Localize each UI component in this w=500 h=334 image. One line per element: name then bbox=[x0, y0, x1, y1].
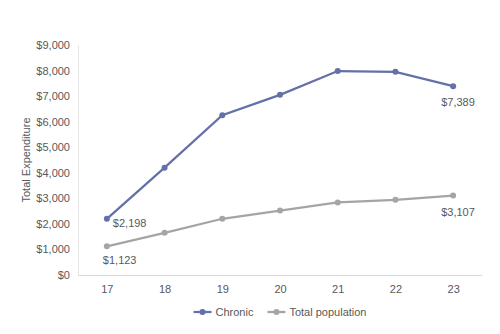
y-tick-label: $5,000 bbox=[36, 141, 70, 153]
series-line bbox=[107, 196, 453, 247]
series-point bbox=[162, 165, 168, 171]
y-tick-label: $6,000 bbox=[36, 116, 70, 128]
plot-area bbox=[104, 68, 456, 249]
y-tick-label: $4,000 bbox=[36, 167, 70, 179]
data-label: $2,198 bbox=[113, 217, 147, 229]
y-tick-label: $9,000 bbox=[36, 39, 70, 51]
series-point bbox=[392, 69, 398, 75]
data-labels: $2,198 $7,389 $1,123 $3,107 bbox=[103, 96, 475, 266]
x-tick: 19 bbox=[217, 275, 229, 295]
chart: $0 $1,000 $2,000 $3,000 $4,000 $5,000 $6,000 $7… bbox=[0, 0, 500, 334]
y-tick: $9,000 bbox=[36, 39, 78, 51]
x-tick: 18 bbox=[159, 275, 171, 295]
series-point bbox=[104, 216, 110, 222]
series-point bbox=[219, 112, 225, 118]
series-point bbox=[162, 230, 168, 236]
series-point bbox=[104, 243, 110, 249]
x-tick-label: 22 bbox=[390, 283, 402, 295]
legend-marker bbox=[273, 309, 279, 315]
legend: Chronic Total population bbox=[194, 306, 367, 318]
y-tick-label: $3,000 bbox=[36, 192, 70, 204]
legend-label: Chronic bbox=[216, 306, 254, 318]
y-axis-title: Total Expenditure bbox=[20, 118, 32, 203]
x-tick-label: 21 bbox=[332, 283, 344, 295]
x-tick-label: 20 bbox=[274, 283, 286, 295]
series-point bbox=[450, 193, 456, 199]
x-tick-label: 23 bbox=[448, 283, 460, 295]
y-tick-label: $8,000 bbox=[36, 65, 70, 77]
y-tick: $0 bbox=[58, 269, 78, 281]
x-tick: 17 bbox=[101, 275, 113, 295]
y-tick-label: $1,000 bbox=[36, 243, 70, 255]
y-tick: $6,000 bbox=[36, 116, 78, 128]
x-tick: 22 bbox=[390, 275, 402, 295]
series-point bbox=[277, 208, 283, 214]
x-tick: 21 bbox=[332, 275, 344, 295]
series-line bbox=[107, 71, 453, 219]
y-tick: $8,000 bbox=[36, 65, 78, 77]
y-tick: $2,000 bbox=[36, 218, 78, 230]
y-tick: $1,000 bbox=[36, 243, 78, 255]
data-label: $3,107 bbox=[441, 206, 475, 218]
y-axis: $0 $1,000 $2,000 $3,000 $4,000 $5,000 $6,000 $7… bbox=[36, 39, 78, 281]
x-tick-label: 19 bbox=[217, 283, 229, 295]
y-tick: $3,000 bbox=[36, 192, 78, 204]
data-label: $1,123 bbox=[103, 254, 137, 266]
x-tick: 23 bbox=[448, 275, 460, 295]
y-tick: $4,000 bbox=[36, 167, 78, 179]
y-tick-label: $2,000 bbox=[36, 218, 70, 230]
y-tick: $7,000 bbox=[36, 90, 78, 102]
series-point bbox=[219, 216, 225, 222]
legend-item: Chronic bbox=[194, 306, 254, 318]
series-point bbox=[277, 92, 283, 98]
y-tick: $5,000 bbox=[36, 141, 78, 153]
y-tick-label: $7,000 bbox=[36, 90, 70, 102]
x-axis-line bbox=[79, 275, 483, 276]
series-point bbox=[335, 199, 341, 205]
x-tick-label: 17 bbox=[101, 283, 113, 295]
series-point bbox=[450, 83, 456, 89]
series-point bbox=[335, 68, 341, 74]
y-axis-line bbox=[78, 46, 79, 276]
series-point bbox=[392, 197, 398, 203]
x-axis: 17 18 19 20 21 22 23 bbox=[79, 275, 483, 295]
legend-label: Total population bbox=[289, 306, 366, 318]
legend-item: Total population bbox=[267, 306, 366, 318]
data-label: $7,389 bbox=[441, 96, 475, 108]
legend-marker bbox=[200, 309, 206, 315]
x-tick: 20 bbox=[274, 275, 286, 295]
y-tick-label: $0 bbox=[58, 269, 70, 281]
x-tick-label: 18 bbox=[159, 283, 171, 295]
